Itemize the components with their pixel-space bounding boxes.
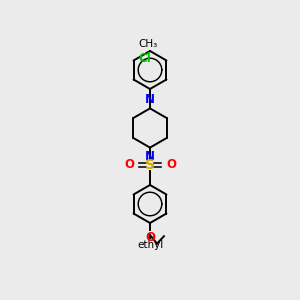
Text: Cl: Cl: [138, 52, 151, 65]
Text: O: O: [166, 158, 176, 172]
Text: CH₃: CH₃: [139, 39, 158, 49]
Text: ethyl: ethyl: [137, 240, 163, 250]
Text: N: N: [145, 150, 155, 163]
Text: N: N: [145, 93, 155, 106]
Text: O: O: [145, 231, 155, 244]
Text: S: S: [145, 158, 155, 172]
Text: O: O: [124, 158, 134, 172]
